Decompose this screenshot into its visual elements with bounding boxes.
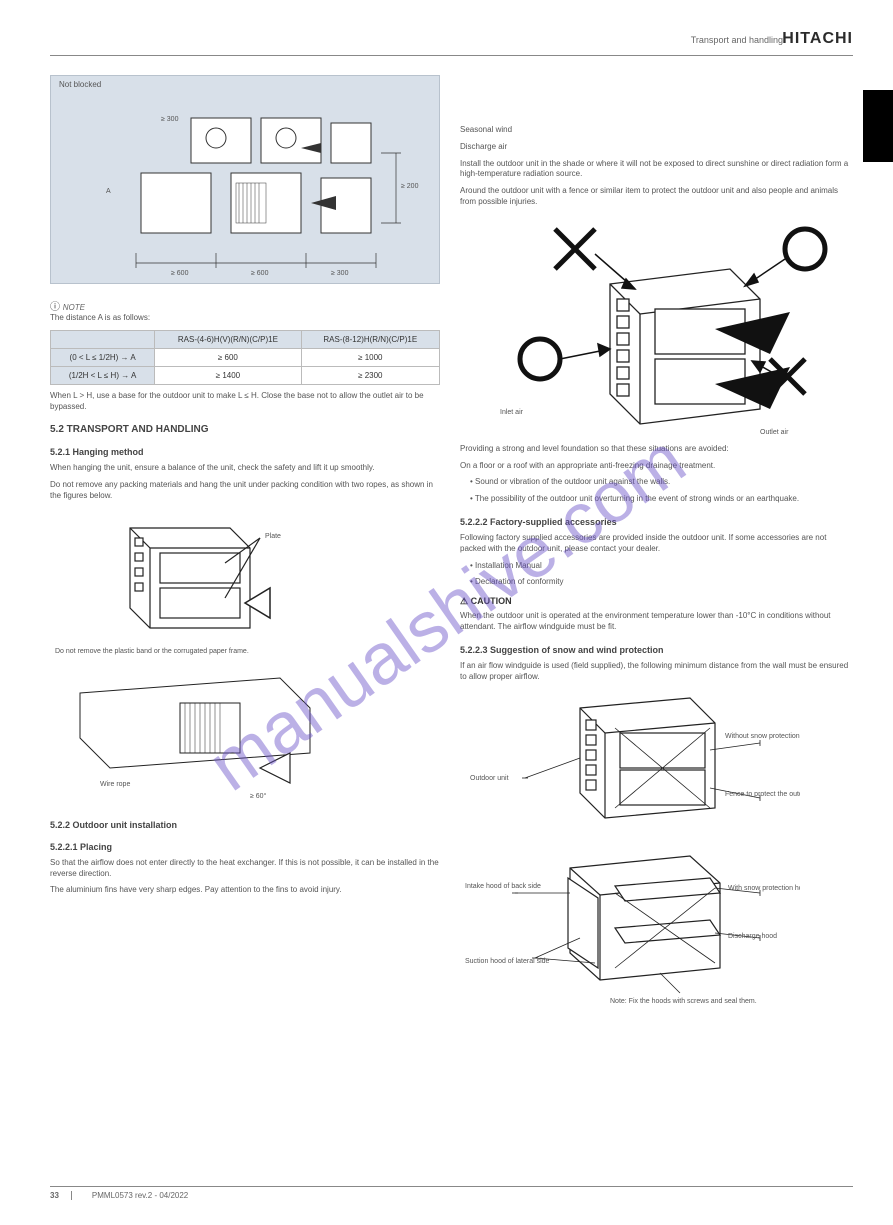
dimension-table: RAS-(4-6)H(V)(R/N)(C/P)1E RAS-(8-12)H(R/… xyxy=(50,330,440,385)
note-text: The distance A is as follows: xyxy=(50,313,440,324)
section-5-2-2-1: 5.2.2.1 Placing xyxy=(50,842,440,852)
edge-tab xyxy=(863,90,893,162)
li2: • The possibility of the outdoor unit ov… xyxy=(460,494,850,505)
section-5-2-2: 5.2.2 Outdoor unit installation xyxy=(50,820,440,830)
content: Not blocked xyxy=(50,75,853,1165)
caution-label: ⚠ CAUTION xyxy=(460,596,850,607)
left-column: Not blocked xyxy=(50,75,440,902)
table-row: (1/2H < L ≤ H) → A ≥ 1400 ≥ 2300 xyxy=(51,366,440,384)
svg-text:Suction hood of lateral side: Suction hood of lateral side xyxy=(465,958,550,965)
page-root: HITACHI Transport and handling manualshi… xyxy=(0,0,893,1225)
note-block: ⓘ NOTE The distance A is as follows: xyxy=(50,298,440,324)
svg-text:≥ 200: ≥ 200 xyxy=(401,183,419,190)
brand-logo: HITACHI xyxy=(782,30,853,48)
svg-text:A: A xyxy=(106,188,111,195)
discharge-text: Discharge air xyxy=(460,142,850,153)
svg-text:Outlet air: Outlet air xyxy=(760,429,789,436)
row1-h: (0 < L ≤ 1/2H) → A xyxy=(51,348,155,366)
footer-ref: PMML0573 rev.2 - 04/2022 xyxy=(92,1191,188,1200)
svg-text:Plate: Plate xyxy=(265,533,281,540)
wind-text: Seasonal wind xyxy=(460,125,850,136)
row2-h: (1/2H < L ≤ H) → A xyxy=(51,366,155,384)
diagram-caption: Not blocked xyxy=(51,76,439,93)
table-footnote: When L > H, use a base for the outdoor u… xyxy=(50,391,440,413)
svg-text:≥ 300: ≥ 300 xyxy=(161,116,179,123)
li3: • Installation Manual xyxy=(460,561,850,572)
footer: 33 PMML0573 rev.2 - 04/2022 xyxy=(50,1186,853,1200)
svg-text:Without snow protection hood: Without snow protection hood xyxy=(725,733,800,740)
svg-text:≥ 600: ≥ 600 xyxy=(171,270,189,277)
hanging-diagram: Plate Do not remove the plastic band or … xyxy=(50,508,310,658)
table-row: (0 < L ≤ 1/2H) → A ≥ 600 ≥ 1000 xyxy=(51,348,440,366)
rope-diagram: Wire rope ≥ 60° xyxy=(50,658,350,808)
section-5-2-1: 5.2.1 Hanging method xyxy=(50,447,440,457)
bolts-text: Providing a strong and level foundation … xyxy=(460,444,850,455)
li1: • Sound or vibration of the outdoor unit… xyxy=(460,477,850,488)
fence-intro: Around the outdoor unit with a fence or … xyxy=(460,186,850,208)
svg-text:Intake hood of back side: Intake hood of back side xyxy=(465,883,541,890)
row2-c1: ≥ 1400 xyxy=(155,366,301,384)
svg-text:Do not remove the plastic band: Do not remove the plastic band or the co… xyxy=(55,648,249,655)
row1-c2: ≥ 1000 xyxy=(301,348,439,366)
multi-unit-diagram: A ≥ 600 ≥ 600 ≥ 300 ≥ 200 ≥ 300 xyxy=(51,93,441,283)
snow-diagram-1: Outdoor unit Without snow protection hoo… xyxy=(460,688,800,838)
diagram-box-1: Not blocked xyxy=(50,75,440,284)
th-col1: RAS-(4-6)H(V)(R/N)(C/P)1E xyxy=(155,330,301,348)
p5223: If an air flow windguide is used (field … xyxy=(460,661,850,683)
header-rule xyxy=(50,55,853,56)
p5222: Following factory supplied accessories a… xyxy=(460,533,850,555)
svg-text:≥ 600: ≥ 600 xyxy=(251,270,269,277)
svg-text:Outdoor unit: Outdoor unit xyxy=(470,775,509,782)
right-column: Seasonal wind Discharge air Install the … xyxy=(460,75,850,1008)
section-5-2: 5.2 TRANSPORT AND HANDLING xyxy=(50,424,440,435)
li4: • Declaration of conformity xyxy=(460,577,850,588)
p521b: Do not remove any packing materials and … xyxy=(50,480,440,502)
p5221a: So that the airflow does not enter direc… xyxy=(50,858,440,880)
svg-text:≥ 300: ≥ 300 xyxy=(331,270,349,277)
caution-text: When the outdoor unit is operated at the… xyxy=(460,611,850,633)
svg-text:Inlet air: Inlet air xyxy=(500,409,524,416)
section-5-2-2-2: 5.2.2.2 Factory-supplied accessories xyxy=(460,517,850,527)
th-col2: RAS-(8-12)H(R/N)(C/P)1E xyxy=(301,330,439,348)
p5221b: The aluminium fins have very sharp edges… xyxy=(50,885,440,896)
section-5-2-2-3: 5.2.2.3 Suggestion of snow and wind prot… xyxy=(460,645,850,655)
row2-c2: ≥ 2300 xyxy=(301,366,439,384)
svg-text:Wire rope: Wire rope xyxy=(100,781,130,788)
p5221c: Install the outdoor unit in the shade or… xyxy=(460,159,850,181)
airflow-diagram: Inlet air Outlet air xyxy=(460,214,840,444)
th-blank xyxy=(51,330,155,348)
svg-text:Discharge hood: Discharge hood xyxy=(728,933,777,940)
row1-c1: ≥ 600 xyxy=(155,348,301,366)
snow-diagram-2: Intake hood of back side Suction hood of… xyxy=(460,838,800,1008)
svg-text:With snow protection hood: With snow protection hood xyxy=(728,885,800,892)
page-number: 33 xyxy=(50,1191,72,1200)
svg-text:Fence to protect the outdoor u: Fence to protect the outdoor unit xyxy=(725,791,800,798)
info-icon: ⓘ xyxy=(50,298,60,313)
p521a: When hanging the unit, ensure a balance … xyxy=(50,463,440,474)
svg-text:≥ 60°: ≥ 60° xyxy=(250,792,267,800)
note-label: NOTE xyxy=(63,303,85,312)
svg-text:Note: Fix the hoods with screw: Note: Fix the hoods with screws and seal… xyxy=(610,998,757,1005)
header-subtitle: Transport and handling xyxy=(691,35,783,45)
slope-text: On a floor or a roof with an appropriate… xyxy=(460,461,850,472)
